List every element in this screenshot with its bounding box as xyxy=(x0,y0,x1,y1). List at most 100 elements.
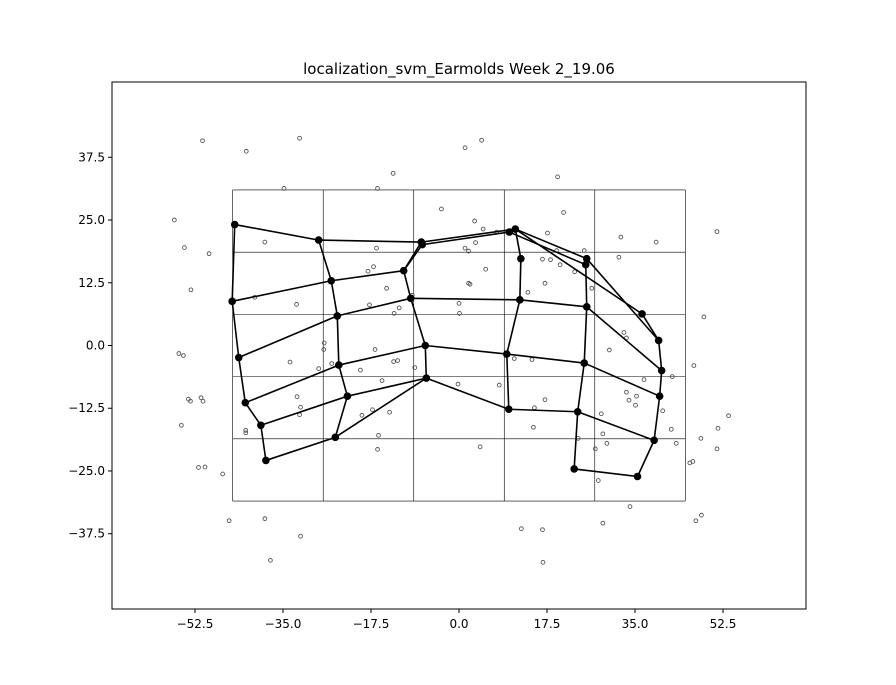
scatter-point xyxy=(467,281,473,287)
y-tick-label: −25.0 xyxy=(68,464,105,478)
scatter-point xyxy=(243,148,249,154)
mesh-node xyxy=(516,296,524,304)
mesh-edge xyxy=(337,297,411,317)
scatter-point xyxy=(243,427,249,433)
x-tick-label: 0.0 xyxy=(449,617,468,631)
mesh-edge xyxy=(237,357,247,403)
scatter-point xyxy=(473,240,478,245)
mesh-node xyxy=(343,392,352,400)
mesh-node xyxy=(638,310,646,318)
scatter-point xyxy=(633,402,638,408)
scatter-point xyxy=(182,245,187,250)
scatter-point xyxy=(626,397,632,403)
mesh-node xyxy=(257,421,265,430)
mesh-edge xyxy=(514,228,522,259)
edge-layer xyxy=(231,223,663,478)
mesh-node xyxy=(502,350,511,358)
mesh-node xyxy=(582,254,591,263)
scatter-point xyxy=(496,382,502,388)
mesh-node xyxy=(314,236,323,244)
mesh-node xyxy=(650,436,658,445)
scatter-point xyxy=(226,518,232,524)
mesh-edge xyxy=(231,224,236,302)
x-axis-ticks: −52.5 −35.0 −17.5 0.0 17.5 35.0 52.5 xyxy=(177,609,736,631)
scatter-point xyxy=(196,465,201,470)
mesh-edge xyxy=(514,228,643,315)
scatter-point xyxy=(557,262,563,268)
scatter-point xyxy=(624,389,629,395)
mesh-edge xyxy=(425,344,507,355)
scatter-point xyxy=(589,285,595,291)
mesh-node xyxy=(333,312,342,320)
scatter-point xyxy=(396,305,402,311)
x-tick-label: 17.5 xyxy=(534,617,561,631)
mesh-edge xyxy=(583,306,588,364)
scatter-point xyxy=(198,395,204,401)
scatter-point xyxy=(412,365,418,370)
mesh-node xyxy=(331,433,340,442)
scatter-point xyxy=(455,381,461,387)
mesh-edge xyxy=(422,231,510,246)
mesh-node xyxy=(655,392,664,400)
mesh-node xyxy=(573,407,582,416)
x-tick-label: −17.5 xyxy=(353,617,390,631)
mesh-edge xyxy=(317,239,333,281)
mesh-edge xyxy=(508,408,578,413)
scatter-point xyxy=(358,367,363,373)
mesh-edge xyxy=(576,362,586,412)
scatter-point xyxy=(262,239,268,245)
mesh-edge xyxy=(574,468,638,478)
mesh-node xyxy=(421,341,430,350)
y-axis-ticks: −37.5 −25.0 −12.5 0.0 12.5 25.0 37.5 xyxy=(68,150,112,541)
scatter-point xyxy=(604,441,610,446)
scatter-point xyxy=(176,351,182,356)
scatter-point xyxy=(462,245,468,251)
scatter-point xyxy=(365,268,371,274)
scatter-point xyxy=(691,363,697,368)
mesh-edge xyxy=(515,228,588,260)
scatter-point xyxy=(542,397,548,403)
mesh-node xyxy=(327,276,336,285)
scatter-point xyxy=(600,431,606,437)
mesh-edge xyxy=(586,306,663,372)
scatter-point xyxy=(555,174,560,180)
mesh-node xyxy=(657,366,666,375)
mesh-node xyxy=(335,361,343,369)
mesh-edge xyxy=(519,258,522,300)
scatter-point xyxy=(390,170,396,176)
scatter-point xyxy=(693,518,699,524)
scatter-point xyxy=(519,526,524,532)
mesh-node xyxy=(504,405,513,414)
scatter-point xyxy=(329,361,335,366)
scatter-point xyxy=(548,257,553,263)
scatter-point xyxy=(395,358,400,363)
mesh-node xyxy=(582,303,591,311)
scatter-point xyxy=(367,302,372,308)
scatter-point xyxy=(206,251,212,257)
mesh-edge xyxy=(658,370,663,397)
mesh-edge xyxy=(584,264,588,307)
mesh-edge xyxy=(641,313,660,341)
y-tick-label: 0.0 xyxy=(86,339,105,353)
scatter-point xyxy=(181,353,186,358)
mesh-node xyxy=(581,260,590,269)
scatter-point xyxy=(321,340,327,346)
scatter-point xyxy=(511,356,517,361)
scatter-point xyxy=(321,347,327,352)
scatter-point xyxy=(600,520,606,526)
scatter-point xyxy=(572,269,578,275)
mesh-edge xyxy=(519,299,587,308)
y-tick-label: 37.5 xyxy=(78,150,105,164)
mesh-edge xyxy=(260,425,267,461)
scatter-point xyxy=(531,424,536,430)
y-tick-label: 25.0 xyxy=(78,213,105,227)
y-tick-label: 12.5 xyxy=(78,276,105,290)
scatter-point xyxy=(200,138,205,144)
scatter-point xyxy=(660,408,666,414)
scatter-point xyxy=(202,464,208,470)
scatter-point xyxy=(726,413,731,419)
scatter-point xyxy=(376,432,381,438)
mesh-edge xyxy=(505,354,510,410)
scatter-point xyxy=(371,264,376,270)
